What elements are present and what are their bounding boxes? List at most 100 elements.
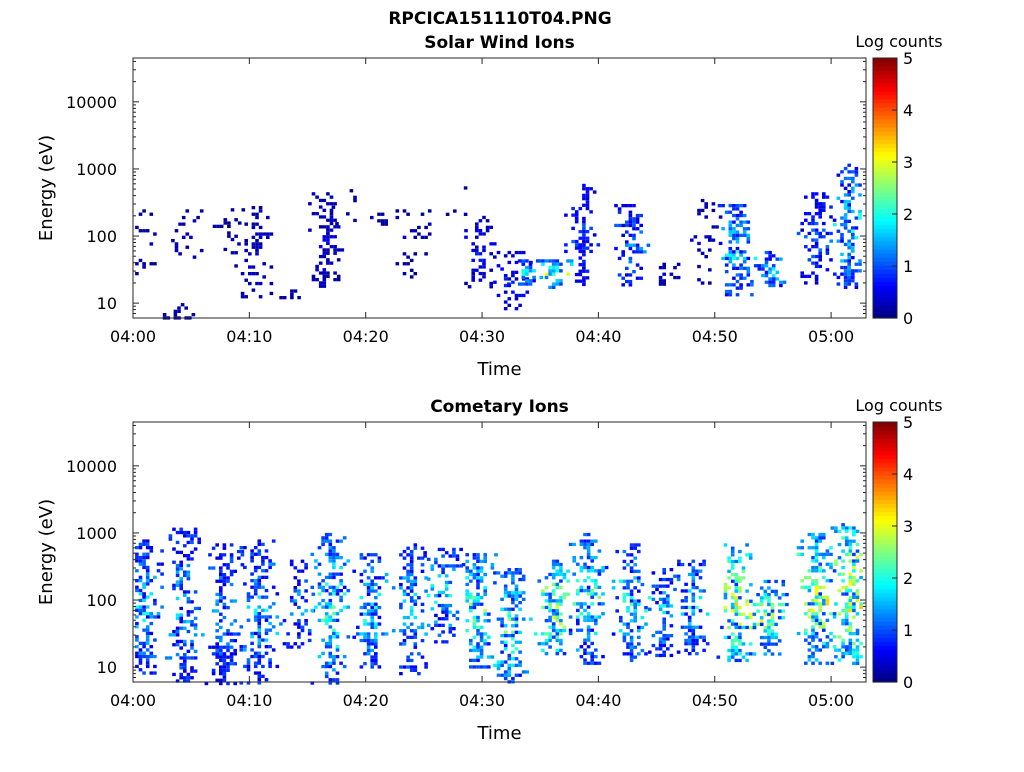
heatmap-cell bbox=[555, 259, 560, 263]
heatmap-cell bbox=[840, 232, 844, 237]
heatmap-cell bbox=[413, 229, 418, 233]
heatmap-cell bbox=[818, 235, 822, 239]
heatmap-cell bbox=[841, 651, 845, 656]
heatmap-cell bbox=[370, 602, 374, 606]
heatmap-cell bbox=[417, 672, 421, 676]
heatmap-cell bbox=[629, 566, 634, 570]
heatmap-cell bbox=[691, 628, 696, 633]
heatmap-cell bbox=[370, 586, 374, 590]
heatmap-cell bbox=[777, 609, 782, 613]
heatmap-cell bbox=[402, 599, 407, 603]
heatmap-cell bbox=[511, 581, 515, 585]
heatmap-cell bbox=[548, 632, 552, 636]
heatmap-cell bbox=[684, 599, 688, 603]
heatmap-cell bbox=[732, 227, 736, 231]
heatmap-cell bbox=[314, 605, 318, 609]
heatmap-cell bbox=[300, 625, 305, 629]
heatmap-cell bbox=[190, 646, 194, 650]
heatmap-cell bbox=[727, 559, 731, 564]
heatmap-cell bbox=[179, 577, 183, 581]
heatmap-cell bbox=[250, 654, 254, 659]
heatmap-cell bbox=[724, 263, 729, 267]
heatmap-cell bbox=[251, 206, 256, 210]
heatmap-cell bbox=[691, 612, 696, 616]
heatmap-cell bbox=[528, 282, 533, 286]
heatmap-cell bbox=[471, 275, 475, 279]
heatmap-cell bbox=[211, 546, 216, 550]
heatmap-cell bbox=[186, 577, 191, 581]
heatmap-cell bbox=[399, 606, 403, 610]
heatmap-cell bbox=[632, 233, 636, 237]
heatmap-cell bbox=[629, 596, 634, 600]
heatmap-cell bbox=[854, 285, 859, 289]
heatmap-cell bbox=[503, 300, 508, 304]
heatmap-cell bbox=[507, 634, 512, 638]
heatmap-cell bbox=[472, 602, 477, 606]
heatmap-cell bbox=[814, 615, 819, 619]
heatmap-cell bbox=[738, 625, 742, 630]
heatmap-cell bbox=[335, 648, 340, 652]
heatmap-cell bbox=[739, 250, 743, 254]
heatmap-cell bbox=[814, 658, 819, 662]
heatmap-cell bbox=[590, 565, 594, 570]
heatmap-cell bbox=[590, 595, 594, 599]
heatmap-cell bbox=[165, 656, 169, 660]
heatmap-cell bbox=[647, 596, 652, 600]
heatmap-cell bbox=[735, 256, 740, 261]
heatmap-cell bbox=[197, 537, 201, 541]
heatmap-cell bbox=[677, 562, 681, 567]
heatmap-cell bbox=[190, 600, 194, 604]
heatmap-cell bbox=[186, 570, 191, 574]
heatmap-cell bbox=[257, 565, 262, 570]
heatmap-cell bbox=[639, 213, 643, 218]
heatmap-cell bbox=[352, 569, 356, 573]
heatmap-cell bbox=[409, 563, 414, 567]
heatmap-cell bbox=[253, 569, 258, 573]
heatmap-cell bbox=[452, 551, 456, 555]
heatmap-cell bbox=[843, 206, 848, 210]
x-axis-label: Time bbox=[476, 359, 521, 380]
heatmap-cell bbox=[844, 612, 849, 616]
heatmap-cell bbox=[229, 573, 234, 577]
heatmap-cell bbox=[585, 200, 590, 204]
heatmap-cell bbox=[500, 607, 504, 611]
heatmap-cell bbox=[586, 625, 591, 629]
heatmap-cell bbox=[172, 587, 176, 591]
heatmap-cell bbox=[739, 283, 743, 287]
heatmap-cell bbox=[537, 259, 542, 263]
heatmap-cell bbox=[518, 568, 522, 572]
heatmap-cell bbox=[811, 536, 815, 540]
heatmap-cell bbox=[297, 635, 301, 639]
heatmap-cell bbox=[514, 591, 519, 595]
heatmap-cell bbox=[854, 170, 859, 174]
heatmap-cell bbox=[193, 590, 198, 594]
heatmap-cell bbox=[746, 233, 751, 237]
heatmap-cell bbox=[529, 260, 533, 265]
heatmap-cell bbox=[843, 193, 848, 197]
heatmap-cell bbox=[811, 559, 815, 563]
heatmap-cell bbox=[746, 273, 751, 277]
heatmap-cell bbox=[402, 642, 407, 646]
heatmap-cell bbox=[738, 622, 742, 626]
heatmap-cell bbox=[138, 648, 143, 652]
heatmap-cell bbox=[142, 552, 146, 556]
heatmap-cell bbox=[528, 279, 533, 283]
heatmap-cell bbox=[471, 258, 475, 262]
heatmap-cell bbox=[257, 641, 262, 645]
heatmap-cell bbox=[384, 632, 389, 636]
heatmap-cell bbox=[691, 586, 696, 590]
heatmap-cell bbox=[465, 596, 469, 600]
colorbar-swatch bbox=[873, 669, 897, 675]
heatmap-cell bbox=[746, 256, 751, 261]
heatmap-cell bbox=[559, 269, 563, 273]
heatmap-cell bbox=[258, 295, 263, 299]
heatmap-cell bbox=[858, 216, 862, 220]
heatmap-cell bbox=[430, 607, 435, 611]
y-tick-label: 100 bbox=[86, 227, 117, 246]
heatmap-cell bbox=[426, 557, 431, 561]
heatmap-cell bbox=[734, 625, 739, 630]
heatmap-cell bbox=[732, 266, 736, 270]
heatmap-cell bbox=[255, 252, 259, 256]
heatmap-cell bbox=[669, 604, 674, 608]
heatmap-cell bbox=[483, 612, 487, 616]
